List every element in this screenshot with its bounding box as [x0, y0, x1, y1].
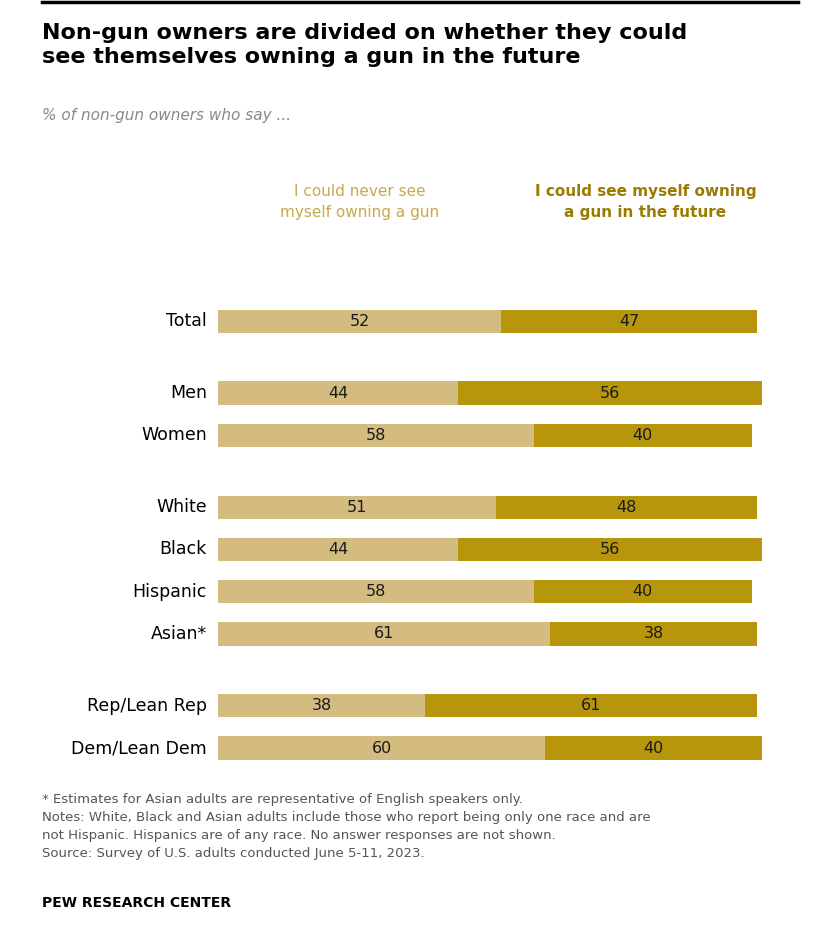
- Bar: [218, 382, 458, 404]
- Text: 60: 60: [371, 740, 391, 755]
- Text: I could see myself owning
a gun in the future: I could see myself owning a gun in the f…: [534, 185, 756, 220]
- Bar: [534, 424, 752, 447]
- Text: Total: Total: [166, 312, 207, 330]
- Bar: [534, 580, 752, 603]
- Text: 61: 61: [374, 627, 395, 642]
- Bar: [550, 622, 757, 645]
- Text: 40: 40: [633, 428, 653, 443]
- Bar: [501, 310, 757, 333]
- Text: 40: 40: [643, 740, 664, 755]
- Text: Rep/Lean Rep: Rep/Lean Rep: [87, 697, 207, 715]
- Text: Hispanic: Hispanic: [133, 582, 207, 600]
- Bar: [458, 537, 763, 561]
- Text: % of non-gun owners who say ...: % of non-gun owners who say ...: [42, 108, 291, 123]
- Text: 47: 47: [619, 314, 639, 329]
- Text: 38: 38: [312, 698, 332, 713]
- Text: Women: Women: [141, 427, 207, 445]
- Text: 61: 61: [580, 698, 601, 713]
- Text: I could never see
myself owning a gun: I could never see myself owning a gun: [281, 185, 439, 220]
- Bar: [425, 694, 757, 718]
- Text: 56: 56: [600, 542, 620, 557]
- Text: 52: 52: [349, 314, 370, 329]
- Bar: [496, 495, 757, 519]
- Bar: [218, 736, 545, 760]
- Text: Non-gun owners are divided on whether they could
see themselves owning a gun in : Non-gun owners are divided on whether th…: [42, 23, 687, 68]
- Text: Men: Men: [170, 385, 207, 402]
- Bar: [218, 694, 425, 718]
- Text: 48: 48: [617, 500, 637, 515]
- Text: 44: 44: [328, 542, 349, 557]
- Bar: [218, 537, 458, 561]
- Text: 51: 51: [347, 500, 367, 515]
- Bar: [218, 580, 534, 603]
- Text: White: White: [156, 498, 207, 516]
- Text: Black: Black: [160, 540, 207, 558]
- Bar: [218, 622, 550, 645]
- Text: 38: 38: [643, 627, 664, 642]
- Text: PEW RESEARCH CENTER: PEW RESEARCH CENTER: [42, 896, 231, 910]
- Bar: [218, 424, 534, 447]
- Bar: [218, 495, 496, 519]
- Bar: [458, 382, 763, 404]
- Bar: [218, 310, 501, 333]
- Text: 58: 58: [366, 428, 386, 443]
- Text: 56: 56: [600, 386, 620, 401]
- Text: 40: 40: [633, 584, 653, 599]
- Text: 58: 58: [366, 584, 386, 599]
- Text: Dem/Lean Dem: Dem/Lean Dem: [71, 739, 207, 757]
- Text: * Estimates for Asian adults are representative of English speakers only.
Notes:: * Estimates for Asian adults are represe…: [42, 793, 651, 859]
- Text: Asian*: Asian*: [150, 625, 207, 643]
- Bar: [545, 736, 763, 760]
- Text: 44: 44: [328, 386, 349, 401]
